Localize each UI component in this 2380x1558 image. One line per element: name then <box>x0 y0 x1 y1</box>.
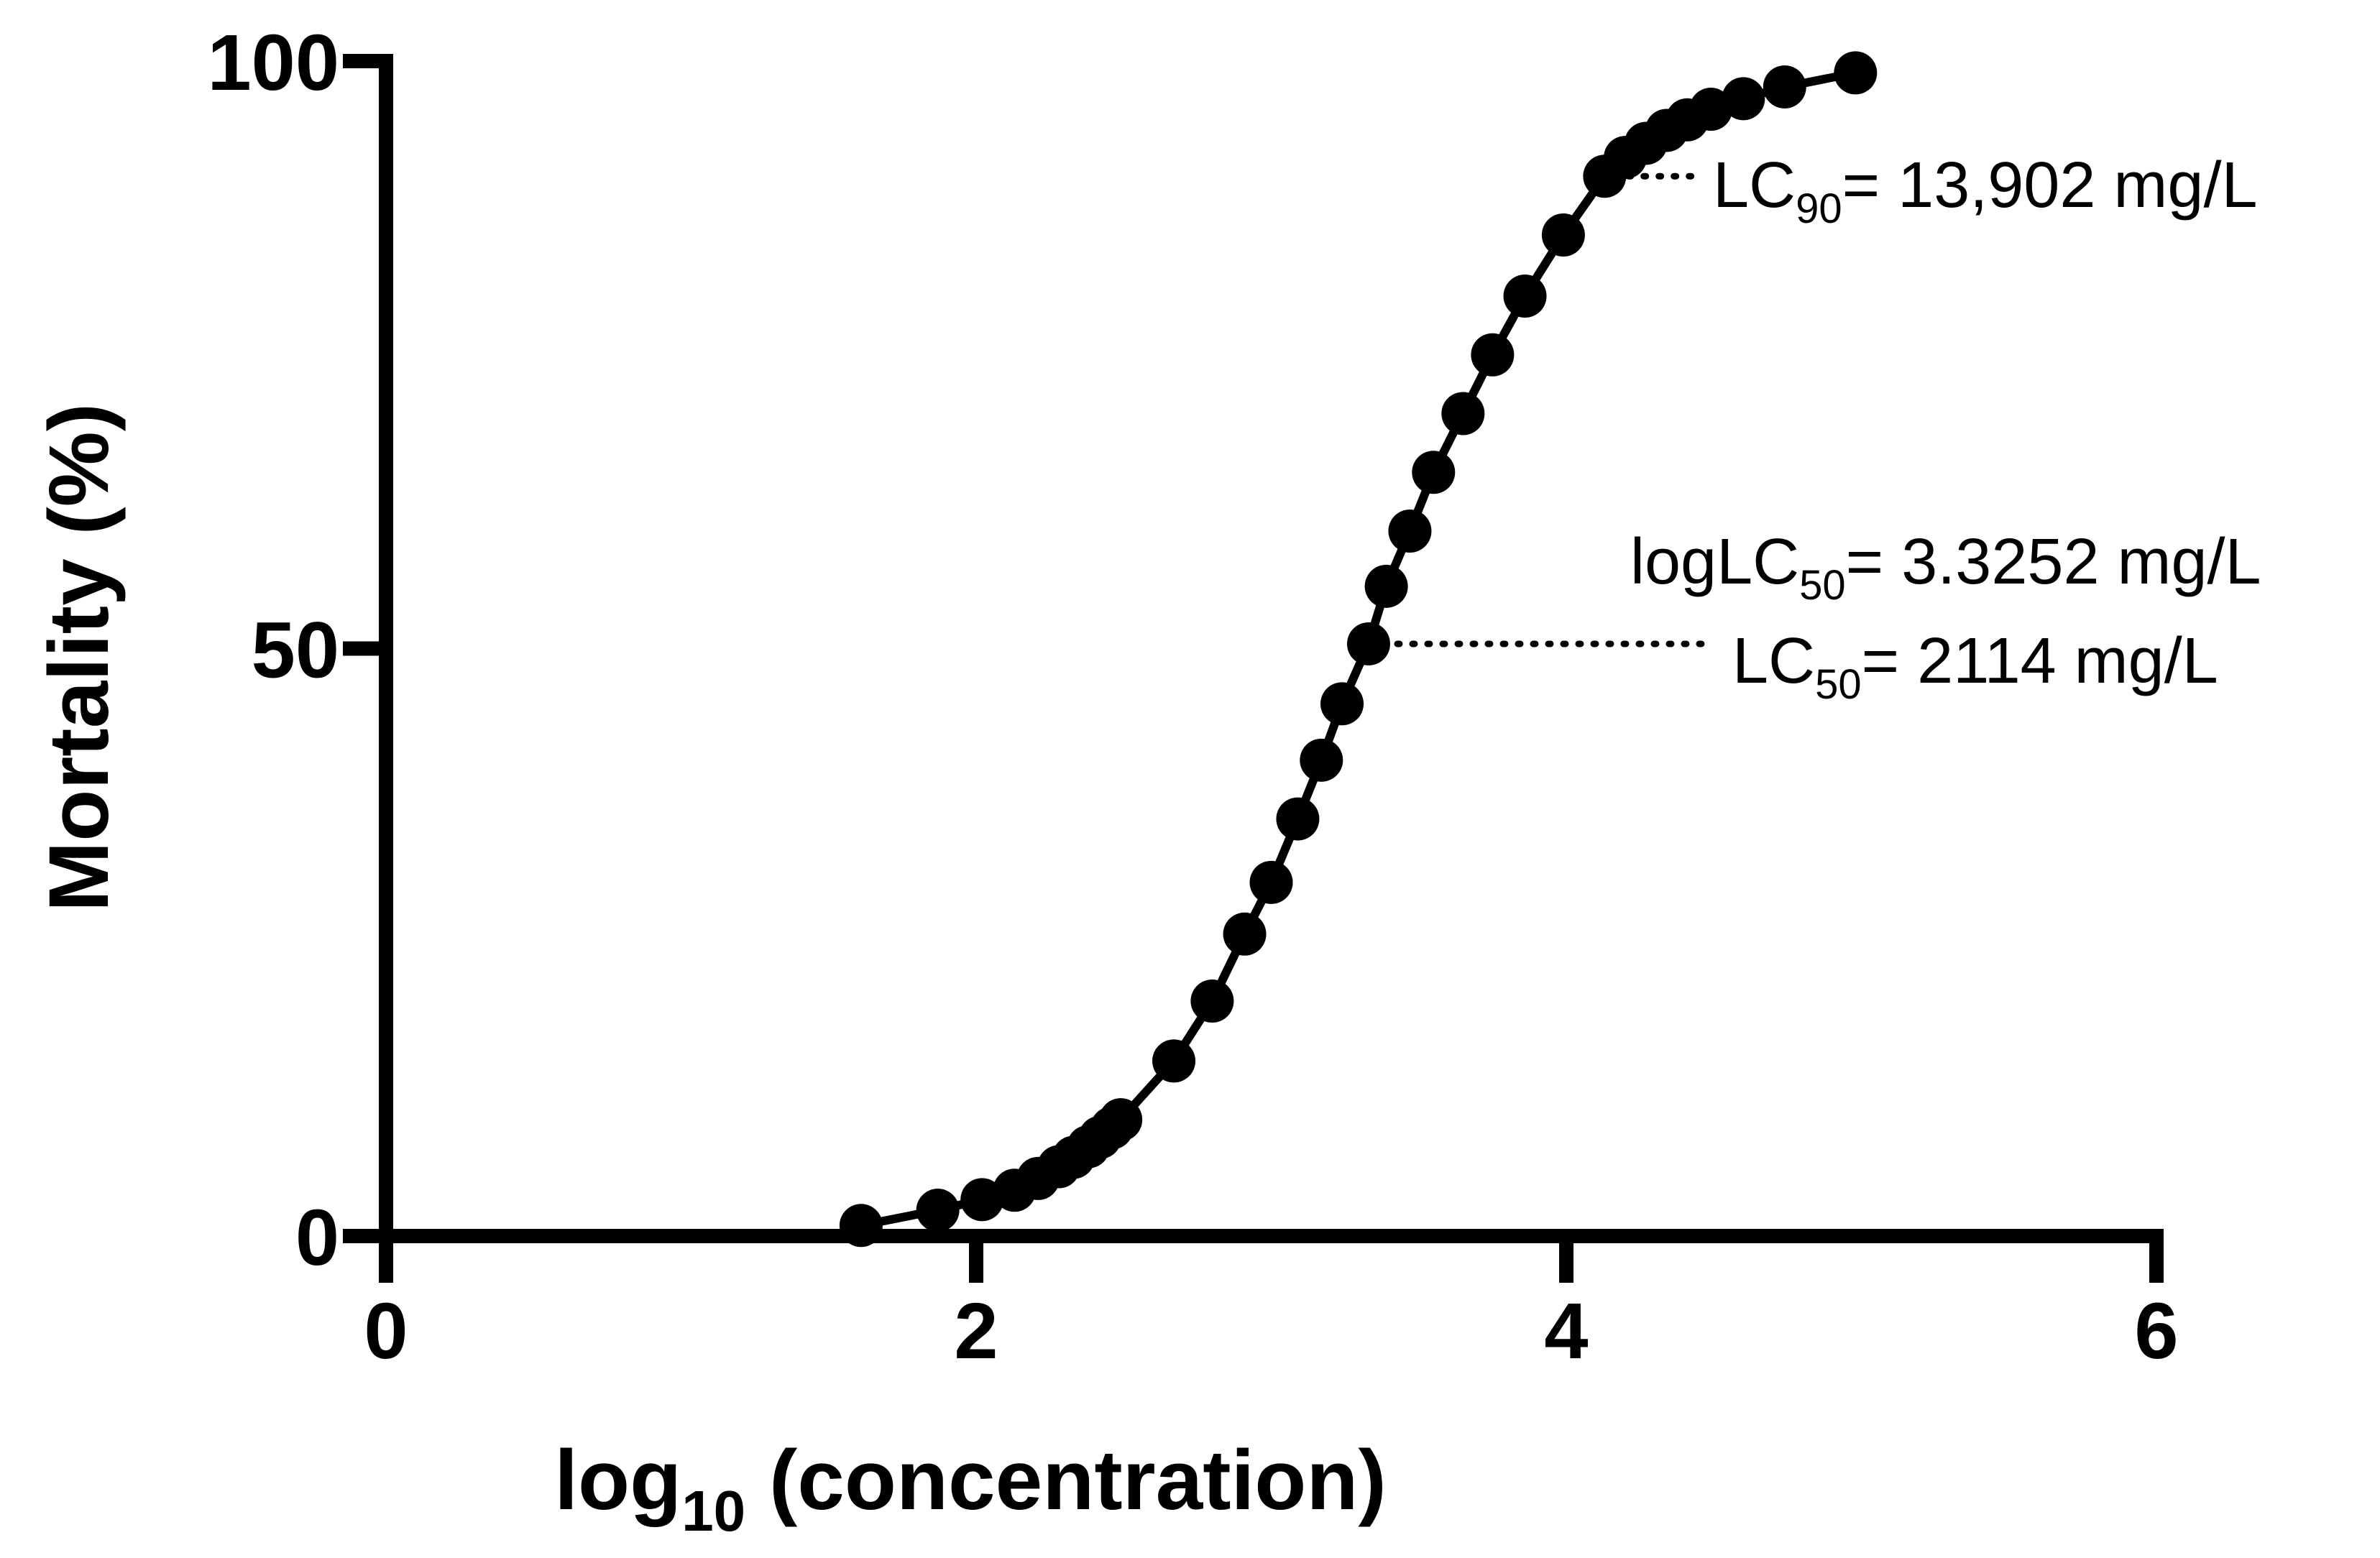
x-tick-label: 2 <box>954 1287 998 1375</box>
data-point <box>1763 65 1806 109</box>
x-tick-label: 6 <box>2134 1287 2178 1375</box>
lc90-label: LC90= 13,902 mg/L <box>1713 149 2258 232</box>
data-point <box>1541 213 1585 257</box>
lc50-label: LC50= 2114 mg/L <box>1732 625 2218 708</box>
log-lc50-label: logLC50= 3.3252 mg/L <box>1630 526 2261 609</box>
data-point <box>1722 77 1765 121</box>
data-point <box>960 1178 1004 1222</box>
y-tick-label: 100 <box>207 19 339 107</box>
x-axis-title: log10 (concentration) <box>554 1433 1387 1543</box>
data-point <box>1471 333 1515 377</box>
data-point <box>1689 88 1733 132</box>
x-tick-label: 0 <box>364 1287 408 1375</box>
data-point <box>839 1204 883 1248</box>
data-point <box>1099 1098 1143 1142</box>
axes: 0 2 4 6 0 50 100 <box>207 19 2178 1375</box>
data-point <box>1441 392 1485 435</box>
data-point <box>1320 682 1364 726</box>
data-point <box>1300 738 1343 782</box>
data-point <box>1223 912 1267 956</box>
x-tick-label: 4 <box>1544 1287 1588 1375</box>
data-point <box>1412 451 1456 494</box>
data-point <box>1834 51 1878 95</box>
y-ticks: 0 50 100 <box>207 19 386 1282</box>
data-point <box>1346 622 1390 665</box>
data-point <box>1388 510 1432 553</box>
y-tick-label: 0 <box>295 1194 339 1282</box>
annotations: LC90= 13,902 mg/L logLC50= 3.3252 mg/L L… <box>1394 149 2261 708</box>
data-point <box>1190 979 1234 1023</box>
data-point <box>1503 275 1547 318</box>
data-points <box>839 51 1878 1248</box>
x-ticks: 0 2 4 6 <box>364 1236 2179 1375</box>
data-point <box>916 1189 960 1232</box>
data-point <box>1249 860 1293 904</box>
data-point <box>1364 564 1408 608</box>
data-point <box>1276 797 1320 841</box>
y-tick-label: 50 <box>252 607 339 695</box>
y-axis-title: Mortality (%) <box>32 403 127 912</box>
series <box>839 51 1878 1248</box>
data-point <box>1152 1039 1196 1083</box>
